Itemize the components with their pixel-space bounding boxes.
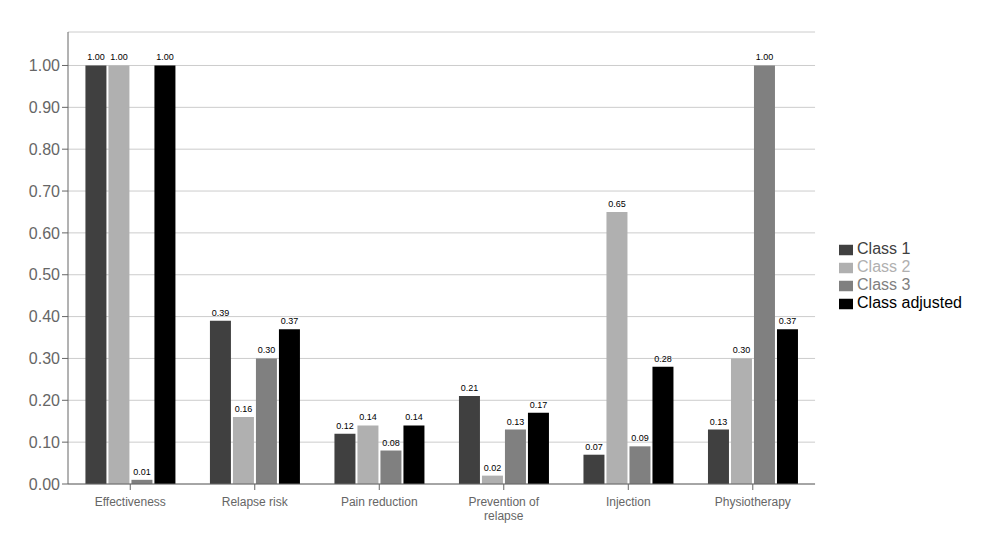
svg-text:0.30: 0.30 (29, 350, 60, 367)
svg-text:0.14: 0.14 (359, 412, 377, 422)
svg-text:0.50: 0.50 (29, 266, 60, 283)
svg-text:Physiotherapy: Physiotherapy (715, 495, 791, 509)
svg-text:Relapse risk: Relapse risk (222, 495, 289, 509)
svg-text:0.17: 0.17 (530, 400, 548, 410)
html-text:Class 1: Class 1 (857, 240, 911, 257)
svg-text:0.21: 0.21 (461, 383, 479, 393)
svg-text:Injection: Injection (606, 495, 651, 509)
svg-text:1.00: 1.00 (156, 52, 174, 62)
svg-text:0.16: 0.16 (235, 404, 253, 414)
svg-text:0.28: 0.28 (654, 354, 672, 364)
svg-text:Prevention ofrelapse: Prevention ofrelapse (468, 495, 539, 523)
svg-text:0.70: 0.70 (29, 183, 60, 200)
svg-text:0.13: 0.13 (507, 417, 525, 427)
svg-text:0.40: 0.40 (29, 308, 60, 325)
svg-text:0.12: 0.12 (336, 421, 354, 431)
html-text:Class 3: Class 3 (857, 276, 911, 293)
html-text:Class 2: Class 2 (857, 258, 911, 275)
svg-text:0.00: 0.00 (29, 476, 60, 493)
svg-text:0.65: 0.65 (608, 199, 626, 209)
svg-text:0.30: 0.30 (258, 345, 276, 355)
html-text:Class adjusted: Class adjusted (857, 294, 962, 311)
svg-text:0.20: 0.20 (29, 392, 60, 409)
svg-text:1.00: 1.00 (756, 52, 774, 62)
svg-text:0.37: 0.37 (779, 316, 797, 326)
svg-text:1.00: 1.00 (29, 57, 60, 74)
svg-text:0.10: 0.10 (29, 434, 60, 451)
svg-text:0.01: 0.01 (133, 467, 151, 477)
svg-text:0.08: 0.08 (382, 438, 400, 448)
svg-text:0.09: 0.09 (631, 433, 649, 443)
svg-text:Effectiveness: Effectiveness (95, 495, 166, 509)
svg-text:0.07: 0.07 (585, 442, 603, 452)
svg-text:Pain reduction: Pain reduction (341, 495, 418, 509)
svg-text:0.02: 0.02 (484, 463, 502, 473)
svg-text:0.80: 0.80 (29, 141, 60, 158)
svg-text:0.60: 0.60 (29, 225, 60, 242)
svg-text:0.39: 0.39 (212, 308, 230, 318)
svg-text:0.90: 0.90 (29, 99, 60, 116)
svg-text:0.13: 0.13 (710, 417, 728, 427)
svg-text:0.30: 0.30 (733, 345, 751, 355)
svg-text:1.00: 1.00 (110, 52, 128, 62)
svg-text:0.14: 0.14 (405, 412, 423, 422)
svg-text:1.00: 1.00 (87, 52, 105, 62)
svg-text:0.37: 0.37 (281, 316, 299, 326)
